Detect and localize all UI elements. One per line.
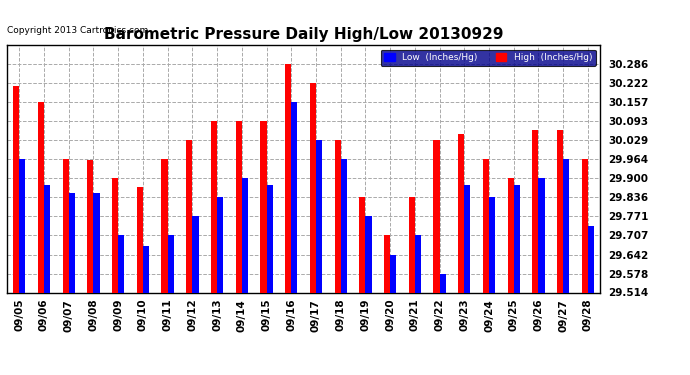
Bar bbox=[359, 197, 366, 375]
Bar bbox=[489, 197, 495, 375]
Bar bbox=[508, 178, 514, 375]
Bar bbox=[217, 198, 224, 375]
Bar bbox=[260, 121, 266, 375]
Bar bbox=[193, 216, 199, 375]
Legend: Low  (Inches/Hg), High  (Inches/Hg): Low (Inches/Hg), High (Inches/Hg) bbox=[380, 50, 595, 66]
Bar bbox=[433, 140, 440, 375]
Bar bbox=[13, 87, 19, 375]
Bar bbox=[211, 121, 217, 375]
Bar bbox=[69, 193, 75, 375]
Bar bbox=[168, 236, 174, 375]
Bar bbox=[483, 159, 489, 375]
Bar bbox=[532, 130, 538, 375]
Bar bbox=[557, 130, 563, 375]
Bar bbox=[408, 197, 415, 375]
Bar bbox=[285, 64, 291, 375]
Bar bbox=[464, 185, 471, 375]
Bar bbox=[112, 178, 118, 375]
Bar bbox=[458, 134, 464, 375]
Bar bbox=[186, 140, 193, 375]
Bar bbox=[563, 159, 569, 375]
Bar bbox=[291, 102, 297, 375]
Text: Copyright 2013 Cartronics.com: Copyright 2013 Cartronics.com bbox=[7, 26, 148, 35]
Bar bbox=[341, 159, 347, 375]
Title: Barometric Pressure Daily High/Low 20130929: Barometric Pressure Daily High/Low 20130… bbox=[104, 27, 503, 42]
Bar bbox=[582, 159, 588, 375]
Bar bbox=[87, 160, 93, 375]
Bar bbox=[241, 178, 248, 375]
Bar bbox=[19, 159, 26, 375]
Bar bbox=[538, 178, 544, 375]
Bar bbox=[384, 236, 390, 375]
Bar bbox=[390, 255, 396, 375]
Bar bbox=[235, 121, 242, 375]
Bar bbox=[118, 236, 124, 375]
Bar bbox=[38, 102, 44, 375]
Bar bbox=[266, 185, 273, 375]
Bar bbox=[93, 193, 99, 375]
Bar bbox=[161, 159, 168, 375]
Bar bbox=[316, 140, 322, 375]
Bar bbox=[514, 185, 520, 375]
Bar bbox=[335, 140, 341, 375]
Bar bbox=[63, 159, 69, 375]
Bar bbox=[366, 216, 372, 375]
Bar bbox=[440, 273, 446, 375]
Bar bbox=[44, 185, 50, 375]
Bar bbox=[588, 226, 594, 375]
Bar bbox=[137, 187, 143, 375]
Bar bbox=[415, 236, 421, 375]
Bar bbox=[310, 83, 316, 375]
Bar bbox=[143, 246, 149, 375]
